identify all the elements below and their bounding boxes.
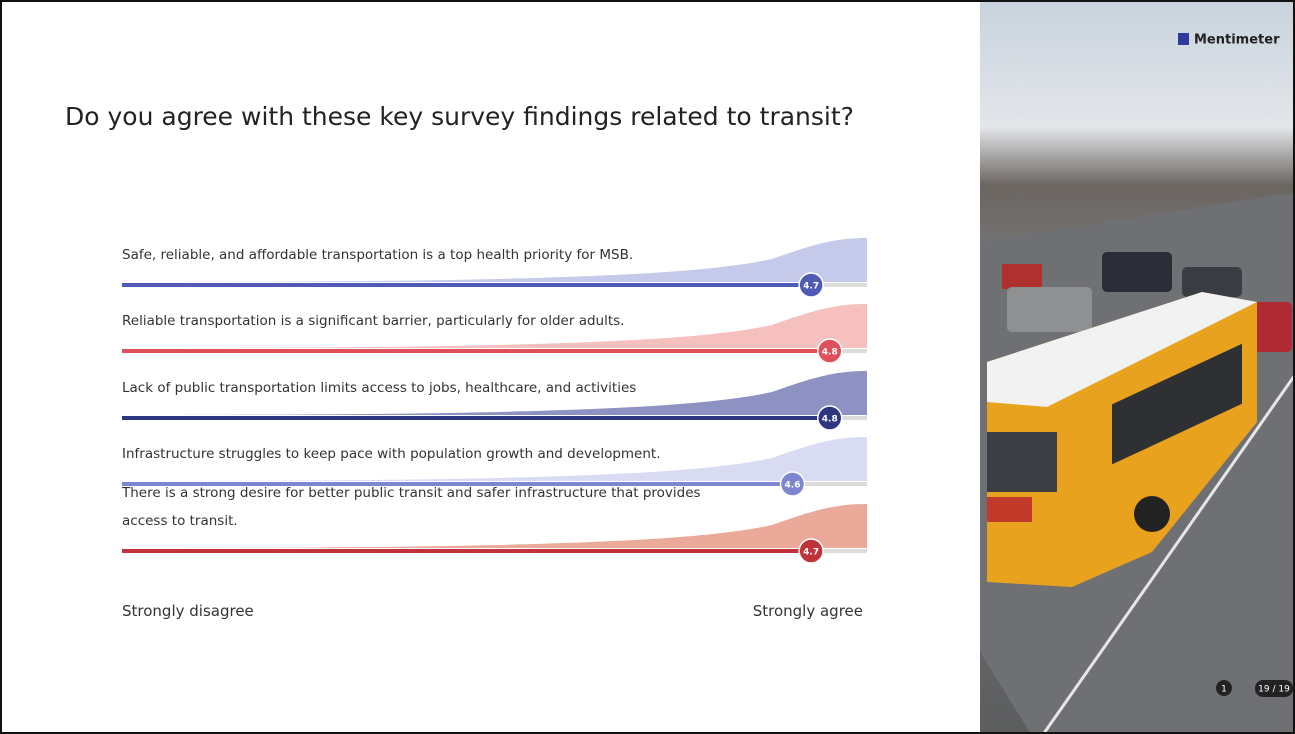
score-label: 4.6 [785,481,801,491]
reaction-count: 1 [1221,685,1227,695]
slide-title: Do you agree with these key survey findi… [65,102,854,131]
scale-max-label: Strongly agree [752,602,863,620]
distribution-area [122,504,867,548]
statement: Infrastructure struggles to keep pace wi… [122,446,661,462]
score-marker [817,338,843,364]
score-label: 4.7 [803,548,819,558]
score-marker [798,272,824,298]
score-marker [798,538,824,564]
score-marker [817,405,843,431]
statement: There is a strong desire for better publ… [122,485,701,529]
reaction-badge [1216,680,1232,696]
score-marker [779,471,806,497]
statement: Safe, reliable, and affordable transport… [122,247,634,263]
distribution-area [122,238,867,282]
score-label: 4.8 [822,348,838,358]
brand: Mentimeter [1194,33,1280,48]
participant-badge [1255,680,1293,697]
score-label: 4.8 [822,415,838,425]
score-label: 4.7 [803,282,819,292]
participant-count: 19 / 19 [1258,685,1290,695]
distribution-area [122,304,867,348]
photo [980,2,1293,732]
brand-logo [1178,33,1189,45]
scale-min-label: Strongly disagree [122,602,254,620]
statement: Reliable transportation is a significant… [122,313,625,329]
distribution-area [122,371,867,415]
distribution-area [122,437,867,481]
statement: Lack of public transportation limits acc… [122,380,637,396]
